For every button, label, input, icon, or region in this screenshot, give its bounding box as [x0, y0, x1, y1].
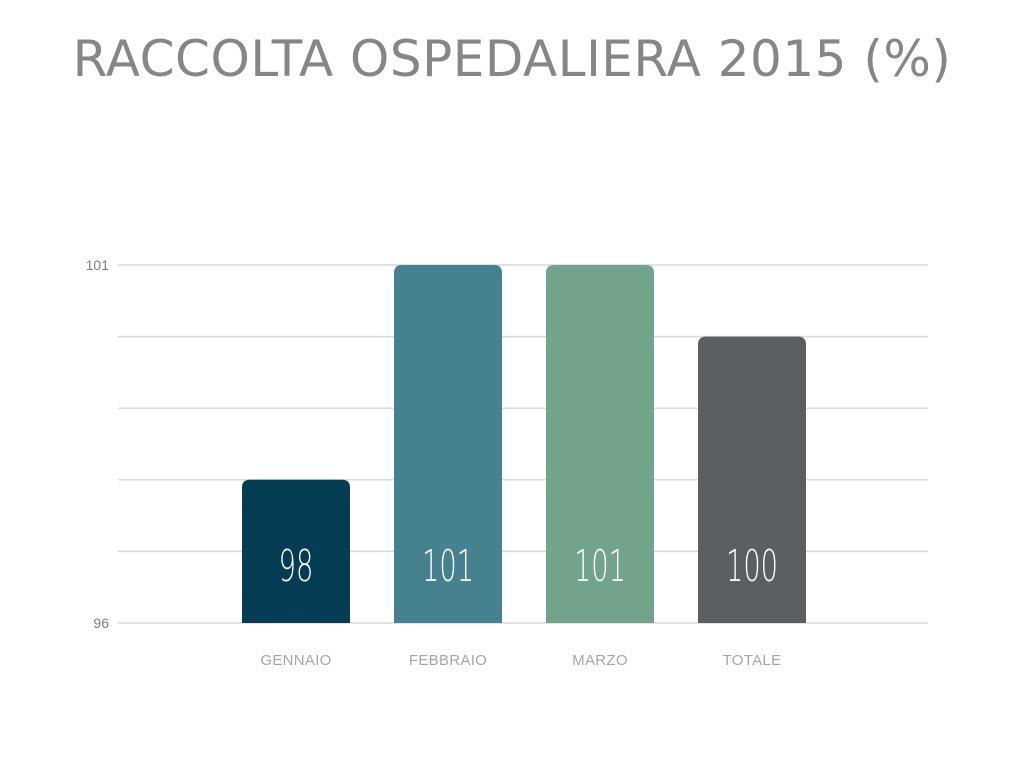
y-tick-label: 96: [93, 615, 109, 631]
x-tick-label: FEBBRAIO: [409, 652, 487, 669]
data-label: 101: [574, 540, 626, 592]
bar-gennaio: [242, 479, 350, 623]
x-tick-label: MARZO: [572, 652, 628, 669]
data-label: 98: [279, 540, 314, 592]
x-tick-label: TOTALE: [723, 652, 782, 669]
bar-marzo: [546, 265, 654, 623]
x-tick-label: GENNAIO: [260, 652, 331, 669]
chart-title: RACCOLTA OSPEDALIERA 2015 (%): [72, 30, 952, 88]
data-label: 100: [726, 540, 778, 592]
data-label: 101: [422, 540, 474, 592]
bar-febbraio: [394, 265, 502, 623]
bar-totale: [698, 336, 806, 623]
y-tick-label: 101: [86, 257, 110, 273]
